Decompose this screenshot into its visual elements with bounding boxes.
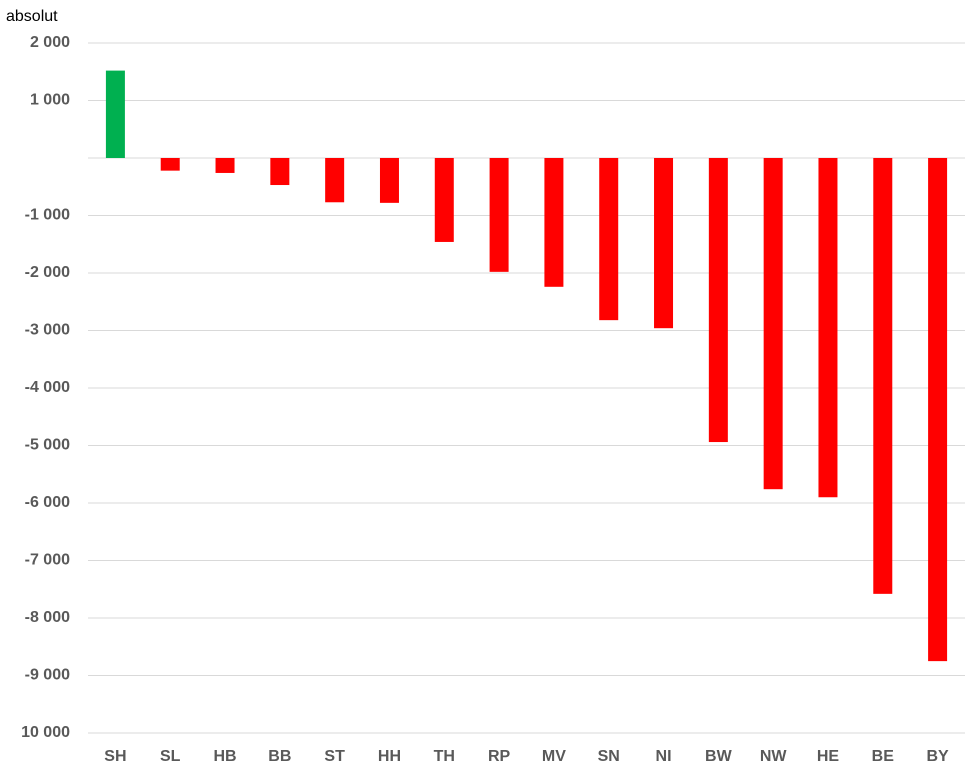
bar	[434, 158, 454, 242]
y-tick-label: -2 000	[25, 264, 70, 281]
x-tick-label: BY	[926, 748, 949, 765]
y-tick-label: -5 000	[25, 437, 70, 454]
y-tick-label: -6 000	[25, 494, 70, 511]
x-tick-label: BB	[268, 748, 291, 765]
y-tick-label: -1 000	[25, 207, 70, 224]
x-tick-label: SN	[598, 748, 620, 765]
x-tick-label: HE	[817, 748, 840, 765]
bar	[708, 158, 728, 443]
x-tick-label: TH	[434, 748, 455, 765]
bar	[873, 158, 893, 594]
x-tick-label: NW	[760, 748, 788, 765]
x-tick-label: BE	[872, 748, 895, 765]
x-tick-label: SH	[104, 748, 126, 765]
bar	[379, 158, 399, 203]
y-axis-label: absolut	[6, 8, 58, 25]
bar	[325, 158, 345, 203]
y-tick-label: 2 000	[30, 34, 70, 51]
bar	[654, 158, 674, 329]
bar	[763, 158, 783, 490]
y-tick-label: -4 000	[25, 379, 70, 396]
y-tick-label: -3 000	[25, 322, 70, 339]
bar	[599, 158, 619, 321]
bar	[818, 158, 838, 498]
bar	[160, 158, 180, 171]
bar	[489, 158, 509, 272]
x-tick-label: HB	[213, 748, 236, 765]
y-tick-label: -8 000	[25, 609, 70, 626]
bar	[215, 158, 235, 173]
x-tick-label: NI	[656, 748, 672, 765]
bar	[928, 158, 948, 662]
x-tick-label: MV	[542, 748, 566, 765]
x-tick-label: SL	[160, 748, 181, 765]
x-tick-label: RP	[488, 748, 511, 765]
x-tick-label: HH	[378, 748, 401, 765]
bar	[105, 70, 125, 158]
y-tick-label: -9 000	[25, 667, 70, 684]
y-tick-label: 1 000	[30, 92, 70, 109]
y-tick-label: 10 000	[21, 724, 70, 741]
bar	[270, 158, 290, 186]
x-tick-label: ST	[324, 748, 345, 765]
bar	[544, 158, 564, 287]
x-tick-label: BW	[705, 748, 733, 765]
y-tick-label: -7 000	[25, 552, 70, 569]
